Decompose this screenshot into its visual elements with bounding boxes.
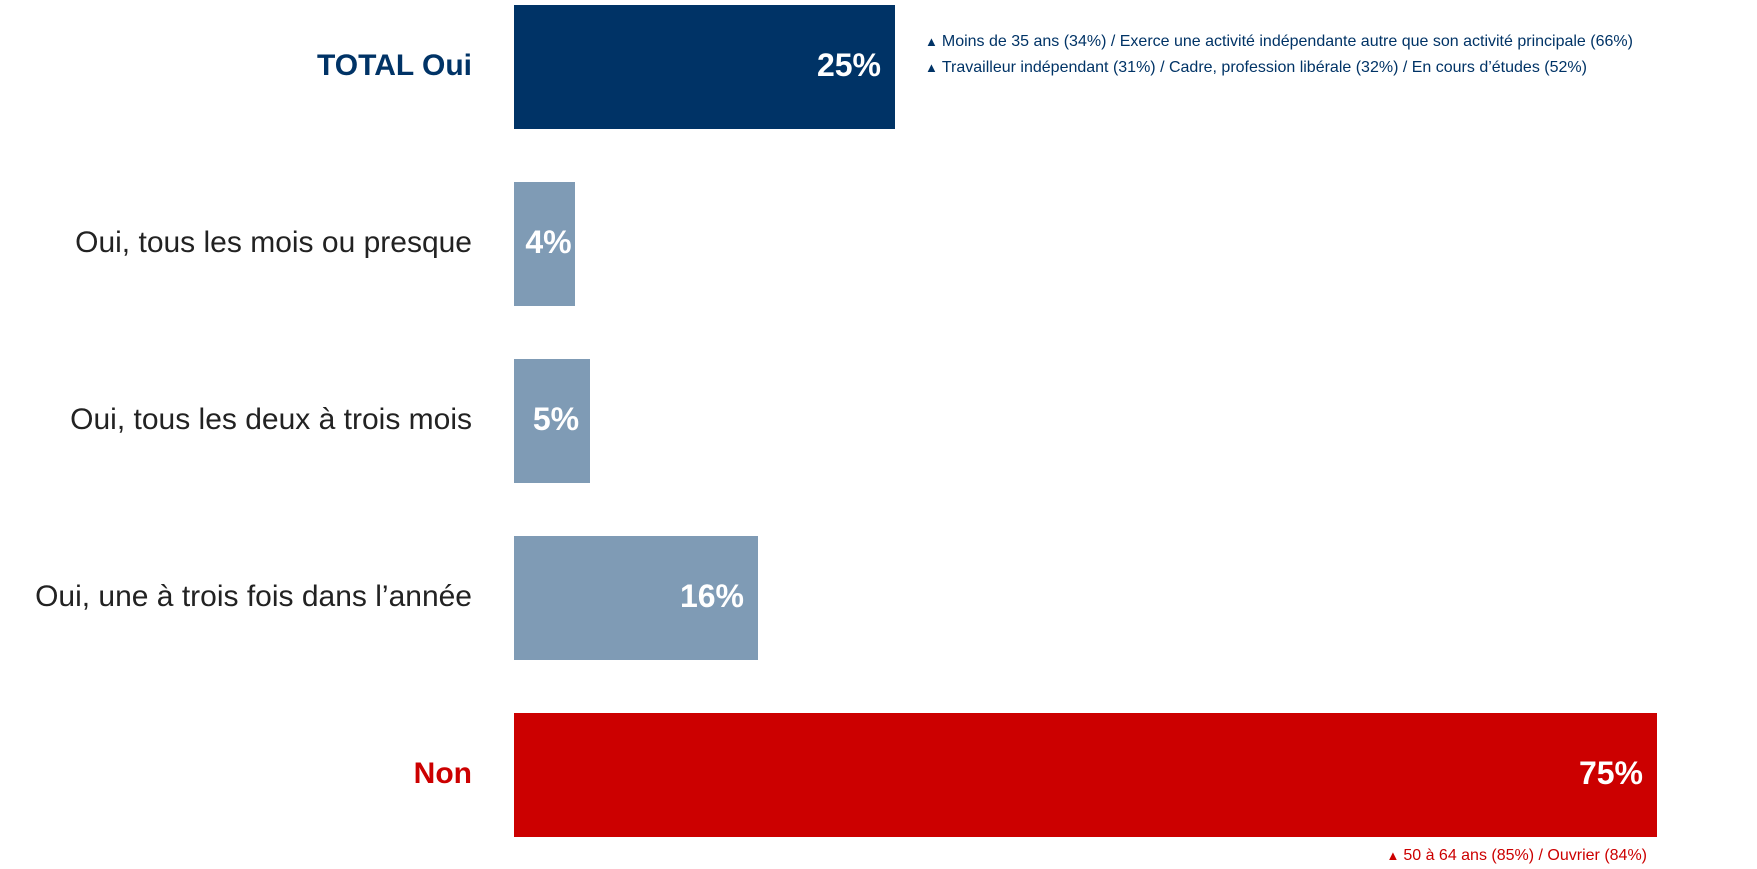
bar [514,713,1657,837]
annotation-note: ▲ Travailleur indépendant (31%) / Cadre, … [925,59,1587,77]
annotation-note: ▲ 50 à 64 ans (85%) / Ouvrier (84%) [1386,847,1647,865]
data-label: 4% [525,224,572,260]
bar [514,5,895,129]
annotation-text: Moins de 35 ans (34%) / Exerce une activ… [941,33,1633,50]
data-label: 25% [816,47,881,83]
category-label: Oui, tous les mois ou presque [75,226,472,259]
annotation-text: Travailleur indépendant (31%) / Cadre, p… [941,59,1587,76]
data-label: 16% [679,578,744,614]
bar [514,536,758,660]
category-label: TOTAL Oui [317,49,472,82]
data-label: 5% [532,401,580,437]
category-label: Oui, une à trois fois dans l’année [35,580,472,613]
triangle-up-icon: ▲ [1386,848,1400,863]
bar [514,182,575,306]
category-label: Non [413,757,472,790]
category-label: Oui, tous les deux à trois mois [70,403,472,436]
bar [514,359,590,483]
annotation-text: 50 à 64 ans (85%) / Ouvrier (84%) [1403,847,1647,864]
triangle-up-icon: ▲ [925,60,938,75]
triangle-up-icon: ▲ [925,34,938,49]
annotation-note: ▲ Moins de 35 ans (34%) / Exerce une acti… [925,33,1633,51]
data-label: 75% [1578,755,1643,791]
